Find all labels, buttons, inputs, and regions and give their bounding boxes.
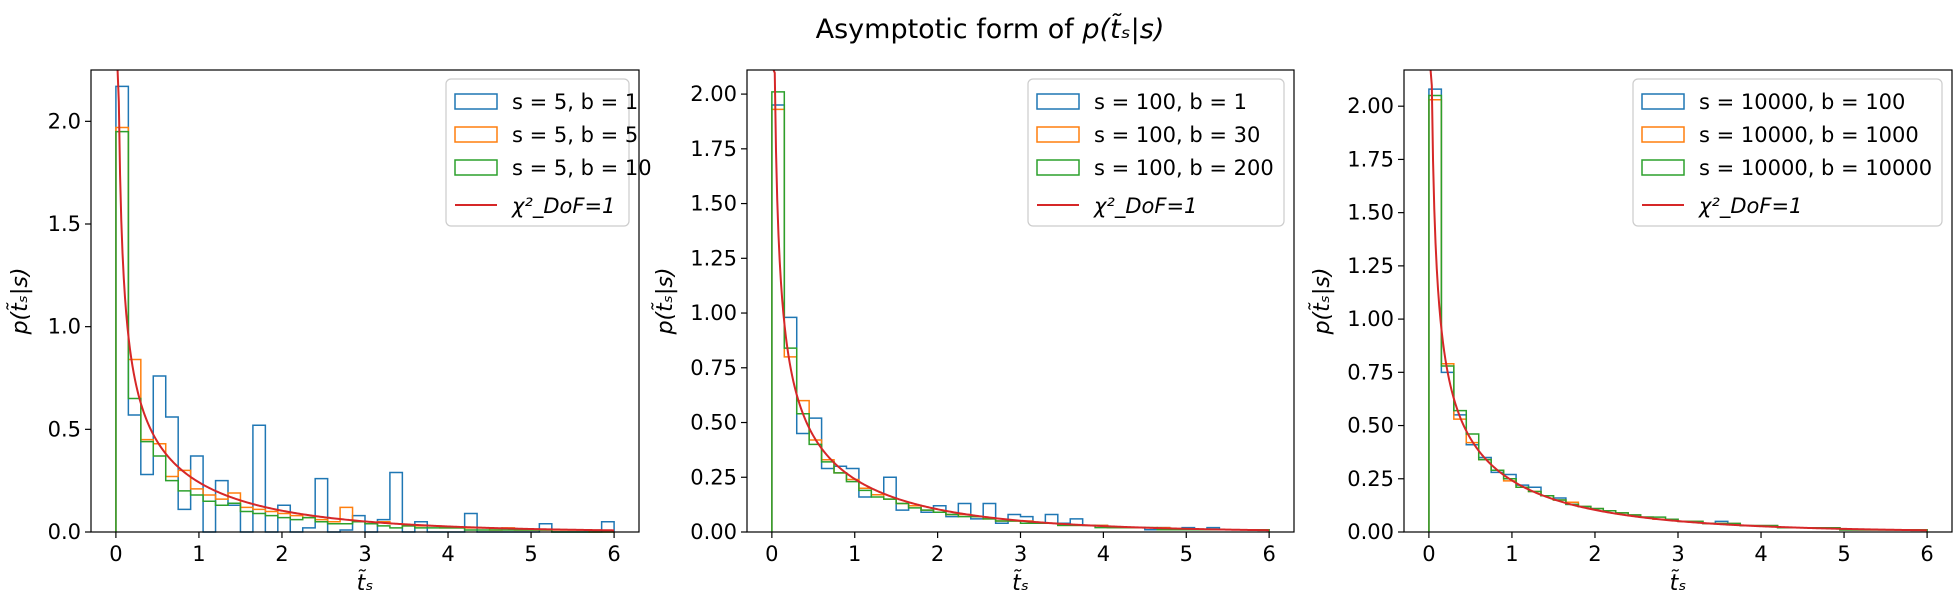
x-tick-label: 3	[1014, 542, 1027, 566]
legend-label: s = 100, b = 1	[1094, 90, 1247, 114]
legend-swatch	[1641, 93, 1685, 110]
chart-panel-1: 0 1 2 3 4 5 6 0.0 0.5 1.0 1.5 2.0 t̃ₛ p(t̃ₛ|s) s = 5, …	[7, 69, 652, 596]
legend-swatch	[454, 159, 498, 176]
y-tick-label: 1.00	[1347, 307, 1394, 331]
y-tick-label: 1.75	[1347, 147, 1394, 171]
x-tick-label: 6	[1262, 542, 1275, 566]
figure-title: Asymptotic form of p(t̃ₛ|s)	[816, 13, 1165, 45]
x-tick-label: 2	[275, 542, 288, 566]
x-tick-label: 1	[1505, 542, 1518, 566]
legend-box	[1027, 78, 1285, 227]
x-tick-label: 2	[931, 542, 944, 566]
x-tick-label: 0	[765, 542, 778, 566]
y-tick-label: 1.50	[1347, 201, 1394, 225]
chart-panels: 0 1 2 3 4 5 6 0.0 0.5 1.0 1.5 2.0 t̃ₛ p(t̃ₛ|s) s = 5, …	[7, 69, 1953, 596]
y-tick-label: 0.0	[48, 520, 81, 544]
x-tick-label: 3	[1671, 542, 1684, 566]
x-tick-label: 5	[524, 542, 537, 566]
legend-label: s = 5, b = 10	[512, 156, 652, 180]
y-tick-label: 0.25	[1347, 467, 1394, 491]
x-tick-label: 1	[192, 542, 205, 566]
y-tick-label: 2.00	[1347, 94, 1394, 118]
y-tick-label: 2.0	[48, 109, 81, 133]
histogram-series-3	[115, 130, 615, 533]
y-tick-label: 1.50	[690, 192, 737, 216]
y-tick-label: 0.5	[48, 417, 81, 441]
legend-label: s = 5, b = 1	[512, 90, 638, 114]
legend-swatch	[1641, 126, 1685, 143]
legend-label: χ²_DoF=1	[511, 194, 615, 219]
legend-label: χ²_DoF=1	[1698, 194, 1802, 219]
legend-label: s = 100, b = 30	[1094, 123, 1260, 147]
legend-swatch	[1036, 126, 1080, 143]
x-tick-label: 1	[848, 542, 861, 566]
y-tick-label: 1.5	[48, 212, 81, 236]
y-tick-label: 1.00	[690, 301, 737, 325]
x-axis-label: t̃ₛ	[1012, 570, 1029, 596]
y-tick-label: 0.50	[690, 411, 737, 435]
y-tick-label: 0.75	[690, 356, 737, 380]
chi2-curve	[772, 69, 1270, 532]
legend-label: s = 10000, b = 10000	[1699, 156, 1932, 180]
x-tick-label: 6	[607, 542, 620, 566]
chi2-curve	[1429, 69, 1928, 532]
legend-label: s = 100, b = 200	[1094, 156, 1274, 180]
x-axis-label: t̃ₛ	[357, 570, 374, 596]
y-tick-label: 0.00	[1347, 520, 1394, 544]
x-tick-label: 2	[1588, 542, 1601, 566]
legend-swatch	[1036, 93, 1080, 110]
x-tick-label: 5	[1180, 542, 1193, 566]
legend-swatch	[454, 93, 498, 110]
legend: s = 10000, b = 100 s = 10000, b = 1000 s =…	[1632, 78, 1943, 227]
y-axis-label: p(t̃ₛ|s)	[7, 268, 33, 336]
legend-label: χ²_DoF=1	[1093, 194, 1197, 219]
y-tick-label: 0.00	[690, 520, 737, 544]
y-tick-label: 1.25	[690, 246, 737, 270]
legend-label: s = 10000, b = 1000	[1699, 123, 1919, 147]
legend-label: s = 5, b = 5	[512, 123, 638, 147]
chart-panel-2: 0 1 2 3 4 5 6 0.00 0.25 0.50 0.75 1.00 1.25 1.50 1.75 2…	[652, 69, 1295, 596]
chart-panel-3: 0 1 2 3 4 5 6 0.00 0.25 0.50 0.75 1.00 1.25 1.50 1.75 2…	[1309, 69, 1953, 596]
figure-title-math: p(t̃ₛ|s)	[1081, 13, 1164, 45]
legend-label: s = 10000, b = 100	[1699, 90, 1905, 114]
legend-box	[445, 78, 630, 227]
y-tick-label: 2.00	[690, 82, 737, 106]
y-axis-label: p(t̃ₛ|s)	[652, 268, 678, 336]
x-tick-label: 5	[1837, 542, 1850, 566]
x-tick-label: 3	[358, 542, 371, 566]
y-tick-label: 1.0	[48, 315, 81, 339]
x-tick-label: 0	[109, 542, 122, 566]
legend-swatch	[454, 126, 498, 143]
legend-box	[1632, 78, 1943, 227]
y-tick-label: 0.50	[1347, 414, 1394, 438]
y-axis-label: p(t̃ₛ|s)	[1309, 268, 1335, 336]
x-tick-label: 4	[1097, 542, 1110, 566]
y-tick-label: 0.25	[690, 465, 737, 489]
legend-swatch	[1641, 159, 1685, 176]
x-tick-label: 0	[1422, 542, 1435, 566]
y-tick-label: 1.75	[690, 137, 737, 161]
figure-title-prefix: Asymptotic form of	[816, 14, 1083, 45]
y-tick-label: 0.75	[1347, 360, 1394, 384]
x-tick-label: 4	[441, 542, 454, 566]
chi2-curve	[116, 69, 615, 532]
y-tick-label: 1.25	[1347, 254, 1394, 278]
legend-swatch	[1036, 159, 1080, 176]
legend: s = 100, b = 1 s = 100, b = 30 s = 100, b …	[1027, 78, 1285, 227]
legend: s = 5, b = 1 s = 5, b = 5 s = 5, b = 10 χ²_…	[445, 78, 652, 227]
x-axis-label: t̃ₛ	[1670, 570, 1687, 596]
x-tick-label: 4	[1754, 542, 1767, 566]
x-tick-label: 6	[1920, 542, 1933, 566]
